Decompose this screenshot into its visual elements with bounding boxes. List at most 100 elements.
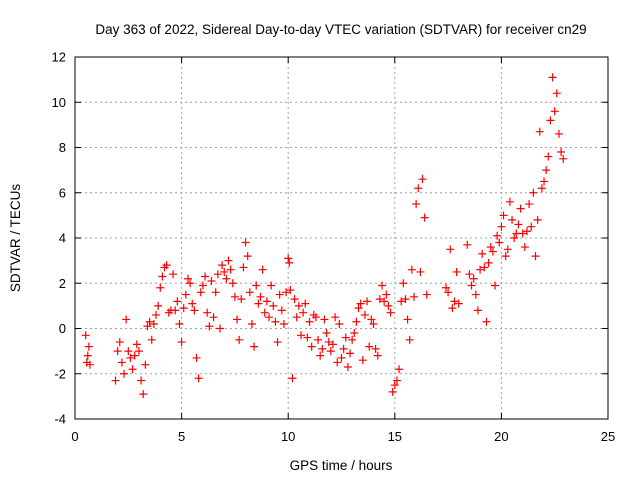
x-tick-label: 20 — [494, 429, 508, 444]
data-point — [360, 310, 369, 319]
data-point — [83, 351, 92, 360]
data-point — [115, 338, 124, 347]
data-point — [390, 381, 399, 390]
data-point — [318, 344, 327, 353]
data-point — [130, 351, 139, 360]
data-point — [382, 290, 391, 299]
data-point — [522, 227, 531, 236]
data-point — [326, 347, 335, 356]
data-point — [190, 306, 199, 315]
data-point — [243, 252, 252, 261]
data-point — [84, 342, 93, 351]
data-point — [305, 317, 314, 326]
data-point — [495, 238, 504, 247]
data-point — [299, 308, 308, 317]
data-point — [186, 279, 195, 288]
data-point — [275, 290, 284, 299]
data-point — [203, 308, 212, 317]
chart-title: Day 363 of 2022, Sidereal Day-to-day VTE… — [95, 22, 586, 37]
data-point — [484, 258, 493, 267]
data-point — [367, 315, 376, 324]
data-point — [139, 390, 148, 399]
data-point — [303, 333, 312, 342]
data-point — [173, 297, 182, 306]
data-point — [469, 274, 478, 283]
data-point — [239, 263, 248, 272]
data-point — [254, 299, 263, 308]
data-point — [311, 313, 320, 322]
data-point — [228, 279, 237, 288]
data-point — [267, 281, 276, 290]
data-point — [320, 315, 329, 324]
data-point — [262, 297, 271, 306]
data-point — [407, 265, 416, 274]
data-point — [422, 290, 431, 299]
data-point — [516, 204, 525, 213]
data-point — [352, 317, 361, 326]
y-tick-labels: -4 -2 0 2 4 6 8 10 12 — [52, 50, 66, 427]
data-point — [235, 335, 244, 344]
data-point — [471, 290, 480, 299]
data-point — [520, 243, 529, 252]
x-tick-label: 10 — [281, 429, 295, 444]
data-point — [540, 177, 549, 186]
data-point — [363, 297, 372, 306]
data-point — [250, 342, 259, 351]
data-point — [465, 270, 474, 279]
data-point — [409, 292, 418, 301]
data-point — [343, 362, 352, 371]
data-point — [230, 292, 239, 301]
data-point — [162, 261, 171, 270]
y-tick-label: 4 — [59, 231, 66, 246]
data-point — [207, 276, 216, 285]
data-point — [209, 313, 218, 322]
data-point — [420, 213, 429, 222]
data-point — [152, 310, 161, 319]
data-point — [476, 265, 485, 274]
data-point — [356, 299, 365, 308]
x-tick-label: 15 — [388, 429, 402, 444]
data-point — [373, 351, 382, 360]
data-point — [333, 358, 342, 367]
data-point — [533, 215, 542, 224]
data-point — [286, 286, 295, 295]
data-point — [171, 306, 180, 315]
data-point — [552, 89, 561, 98]
data-point — [314, 335, 323, 344]
data-point — [399, 279, 408, 288]
y-tick-label: -2 — [54, 366, 66, 381]
data-point — [388, 387, 397, 396]
data-point — [233, 315, 242, 324]
data-point — [542, 166, 551, 175]
data-point — [137, 376, 146, 385]
data-point — [331, 313, 340, 322]
x-axis-label: GPS time / hours — [290, 458, 393, 473]
data-point — [546, 116, 555, 125]
data-point — [395, 365, 404, 374]
x-tick-label: 25 — [601, 429, 615, 444]
data-point — [156, 283, 165, 292]
data-point — [198, 281, 207, 290]
data-point — [478, 249, 487, 258]
grid-lines — [75, 57, 608, 419]
data-point — [454, 299, 463, 308]
data-point — [365, 342, 374, 351]
y-tick-label: 2 — [59, 276, 66, 291]
data-point — [328, 340, 337, 349]
data-point — [271, 317, 280, 326]
data-point — [169, 270, 178, 279]
data-point — [544, 152, 553, 161]
data-point — [467, 281, 476, 290]
data-point — [215, 324, 224, 333]
y-tick-label: -4 — [54, 412, 66, 427]
data-point — [81, 331, 90, 340]
data-point — [375, 295, 384, 304]
data-point — [265, 313, 274, 322]
data-point — [531, 252, 540, 261]
y-tick-label: 6 — [59, 185, 66, 200]
data-point — [497, 222, 506, 231]
data-point — [554, 129, 563, 138]
y-axis-label: SDTVAR / TECUs — [8, 184, 23, 293]
data-point — [341, 333, 350, 342]
